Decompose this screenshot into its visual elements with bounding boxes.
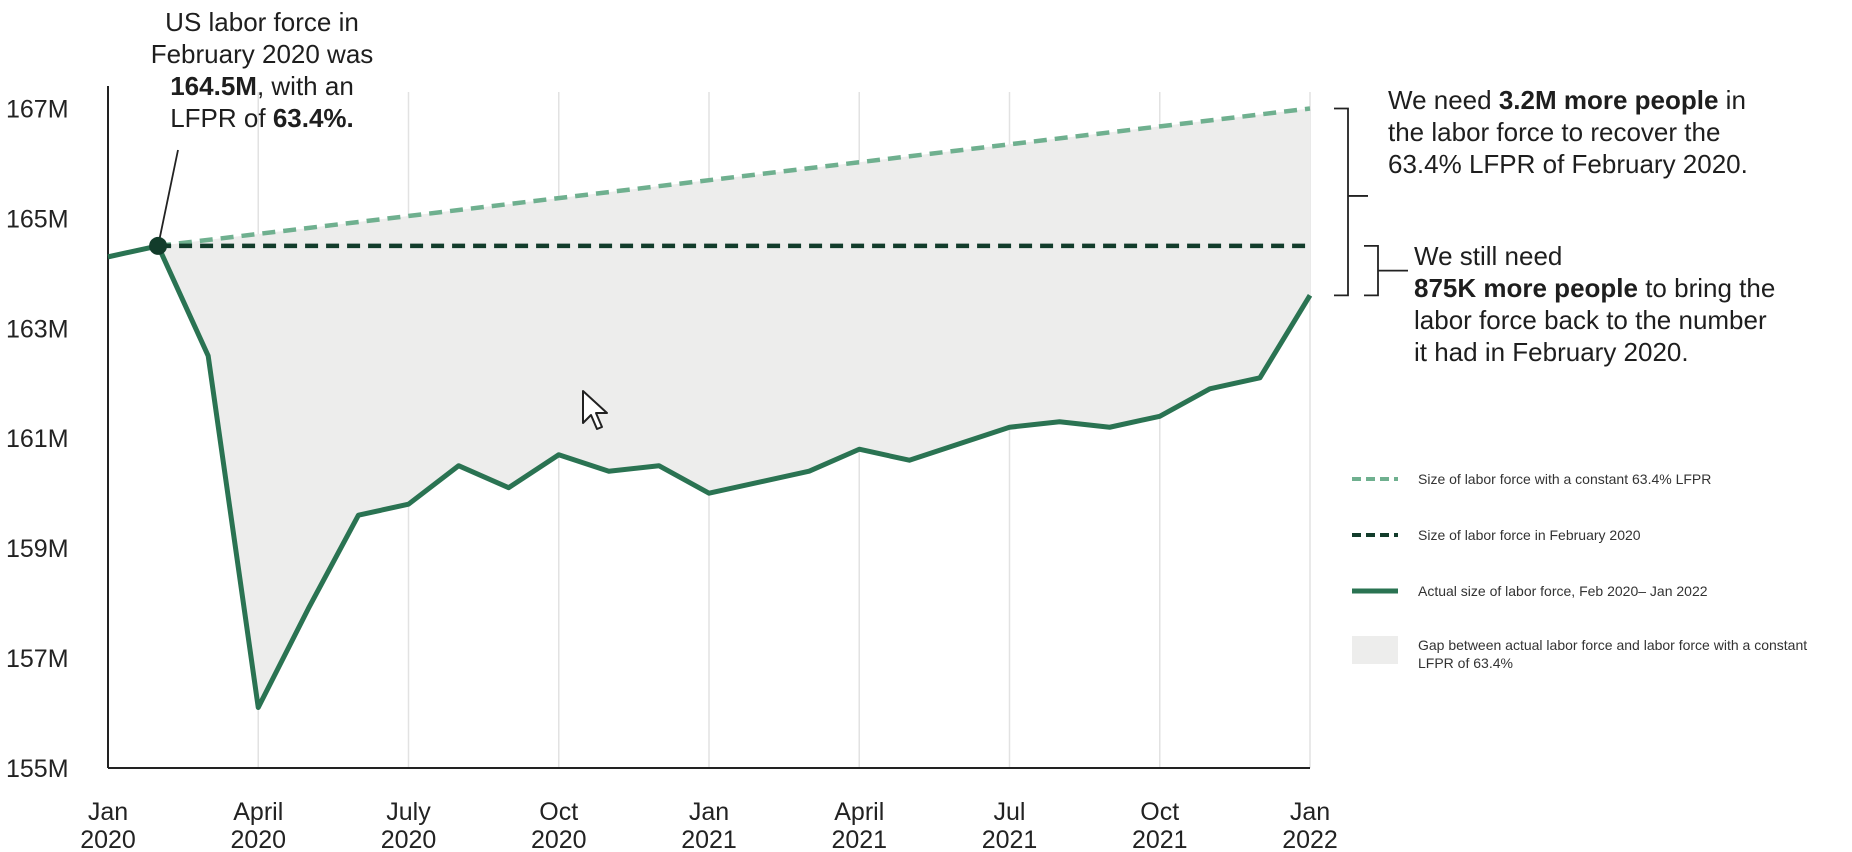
legend-label: Actual size of labor force, Feb 2020– Ja…: [1418, 583, 1708, 599]
annotation-text: , with an: [256, 71, 354, 101]
annotation-line: 875K more people to bring the: [1414, 272, 1850, 304]
x-tick-label: 2020: [381, 826, 437, 852]
bracket-constant-lfpr-gap: [1334, 107, 1368, 297]
x-tick-label: 2021: [1132, 826, 1188, 852]
x-tick-label: 2021: [982, 826, 1038, 852]
legend-swatch-solid: [1352, 588, 1398, 594]
legend-item-constant-lfpr: Size of labor force with a constant 63.4…: [1352, 470, 1838, 488]
gap-brackets: [1334, 107, 1408, 297]
y-tick-label: 161M: [6, 425, 69, 453]
bracket-feb2020-gap: [1364, 244, 1408, 297]
y-tick-label: 163M: [6, 315, 69, 343]
gap-band: [158, 108, 1310, 708]
x-tick-label: 2021: [681, 826, 737, 852]
annotation-text: We need: [1388, 85, 1499, 115]
y-tick-label: 159M: [6, 535, 69, 563]
annotation-line: it had in February 2020.: [1414, 337, 1689, 367]
x-tick-label: Jan: [88, 798, 128, 826]
legend: Size of labor force with a constant 63.4…: [1352, 470, 1852, 690]
x-tick-label: Jul: [994, 798, 1026, 826]
annotation-line: US labor force in: [165, 7, 359, 37]
annotation-line: We still need: [1414, 241, 1563, 271]
x-tick-label: 2020: [531, 826, 587, 852]
annotation-line: the labor force to recover the: [1388, 117, 1721, 147]
x-tick-label: April: [834, 798, 884, 826]
annotation-line: LFPR of 63.4%.: [112, 102, 412, 134]
x-tick-label: 2020: [80, 826, 136, 852]
legend-label: Gap between actual labor force and labor…: [1418, 637, 1808, 671]
x-tick-label: July: [386, 798, 431, 826]
annotation-line: February 2020 was: [150, 39, 374, 69]
legend-label: Size of labor force in February 2020: [1418, 527, 1641, 543]
annotation-line: We need 3.2M more people in: [1388, 84, 1848, 116]
gap-annotation-feb2020: We still need 875K more people to bring …: [1414, 240, 1850, 368]
legend-item-feb2020: Size of labor force in February 2020: [1352, 526, 1838, 544]
tick-labels: 155M157M159M161M163M165M167MJan2020April…: [6, 95, 1338, 852]
annotation-bold: 63.4%.: [272, 103, 354, 133]
legend-swatch-gap: [1352, 636, 1398, 664]
annotation-bold: 164.5M: [170, 71, 257, 101]
legend-swatch-light-dashed: [1352, 477, 1398, 481]
y-tick-label: 167M: [6, 95, 69, 123]
start-point-annotation: US labor force in February 2020 was 164.…: [112, 6, 412, 134]
annotation-text: LFPR of: [170, 103, 273, 133]
annotation-line: 164.5M, with an: [112, 70, 412, 102]
x-tick-label: Oct: [539, 798, 578, 826]
annotation-bold: 3.2M more people: [1498, 85, 1719, 115]
x-tick-label: Oct: [1140, 798, 1179, 826]
annotation-text: in: [1718, 85, 1746, 115]
series-line-constant-lfpr: [157, 106, 1311, 249]
legend-item-actual: Actual size of labor force, Feb 2020– Ja…: [1352, 582, 1838, 600]
x-tick-label: 2021: [831, 826, 887, 852]
mouse-cursor-icon: [582, 390, 608, 430]
y-tick-label: 157M: [6, 645, 69, 673]
gap-band-layer: [158, 108, 1310, 708]
x-tick-label: Jan: [1290, 798, 1330, 826]
x-tick-label: April: [233, 798, 283, 826]
legend-item-gap: Gap between actual labor force and labor…: [1352, 636, 1818, 672]
annotation-text: to bring the: [1637, 273, 1776, 303]
x-tick-label: 2022: [1282, 826, 1338, 852]
highlight-point: [149, 236, 168, 255]
axes: [107, 86, 1310, 769]
legend-swatch-dark-dashed: [1352, 533, 1398, 537]
annotation-leader-line: [157, 149, 179, 247]
series-line-actual: [107, 243, 1313, 711]
y-tick-label: 155M: [6, 755, 69, 783]
x-tick-label: 2020: [230, 826, 286, 852]
series-layer: [107, 106, 1313, 711]
legend-label: Size of labor force with a constant 63.4…: [1418, 471, 1712, 487]
annotation-line: 63.4% LFPR of February 2020.: [1388, 149, 1748, 179]
gap-annotation-constant-lfpr: We need 3.2M more people in the labor fo…: [1388, 84, 1848, 180]
y-tick-label: 165M: [6, 205, 69, 233]
annotation-bold: 875K more people: [1414, 273, 1638, 303]
x-tick-label: Jan: [689, 798, 729, 826]
annotation-line: labor force back to the number: [1414, 305, 1767, 335]
